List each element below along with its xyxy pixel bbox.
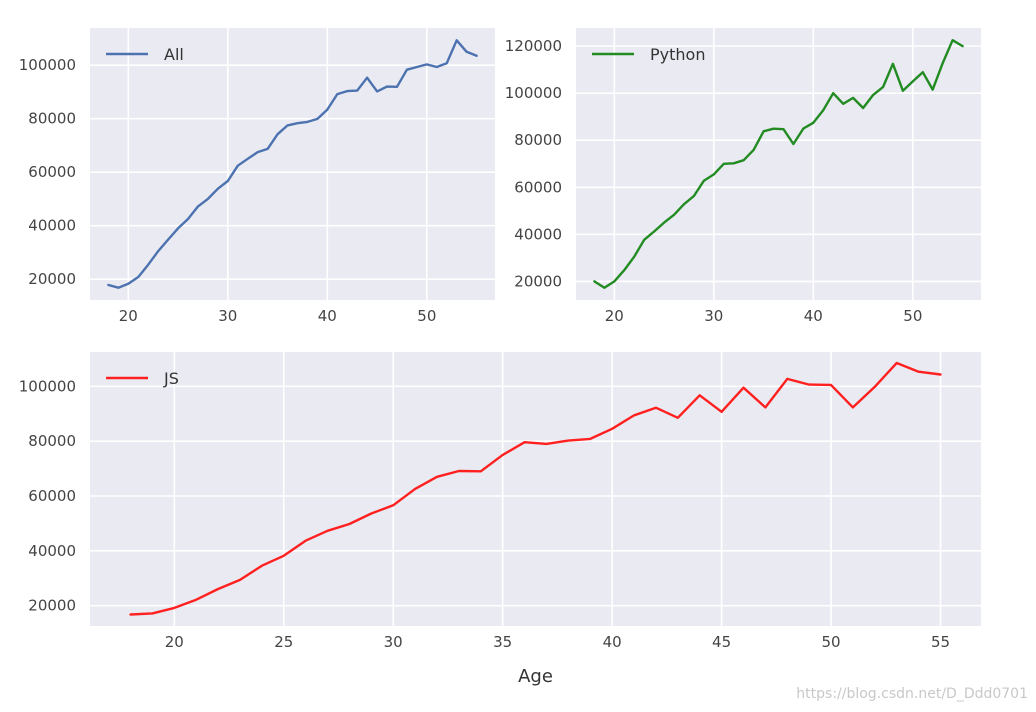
y-tick-label: 80000 xyxy=(28,110,76,128)
series-line-all xyxy=(107,39,478,289)
y-tick-label: 100000 xyxy=(19,377,76,395)
y-tick-label: 60000 xyxy=(28,163,76,181)
y-tick-label: 100000 xyxy=(19,56,76,74)
y-tick-label: 40000 xyxy=(28,217,76,235)
plot-area-js xyxy=(90,352,981,626)
y-tick-label: 80000 xyxy=(28,432,76,450)
chart-panel-all: 20 30 40 50 20000 40000 60000 80000 100000 All xyxy=(19,28,495,325)
y-tick-label: 20000 xyxy=(28,597,76,615)
x-tick-label: 20 xyxy=(119,307,138,325)
series-line-js xyxy=(129,361,942,616)
x-tick-label: 35 xyxy=(493,633,512,651)
x-tick-label: 20 xyxy=(605,307,624,325)
x-tick-label: 40 xyxy=(318,307,337,325)
x-tick-label: 50 xyxy=(903,307,922,325)
y-tick-label: 100000 xyxy=(505,84,562,102)
y-tick-label: 60000 xyxy=(514,178,562,196)
watermark-text: https://blog.csdn.net/D_Ddd0701 xyxy=(796,686,1028,702)
x-tick-label: 30 xyxy=(384,633,403,651)
x-tick-label: 30 xyxy=(218,307,237,325)
y-tick-label: 60000 xyxy=(28,487,76,505)
x-tick-label: 40 xyxy=(804,307,823,325)
plot-area-python xyxy=(576,28,981,300)
y-tick-label: 20000 xyxy=(28,270,76,288)
x-tick-label: 50 xyxy=(821,633,840,651)
legend-label-js: JS xyxy=(163,369,179,388)
x-tick-label: 50 xyxy=(417,307,436,325)
y-tick-label: 80000 xyxy=(514,131,562,149)
y-tick-label: 120000 xyxy=(505,37,562,55)
x-tick-label: 25 xyxy=(274,633,293,651)
x-tick-label: 30 xyxy=(704,307,723,325)
x-tick-label: 20 xyxy=(165,633,184,651)
y-tick-label: 40000 xyxy=(28,542,76,560)
chart-panel-python: 20 30 40 50 20000 40000 60000 80000 100000 120000… xyxy=(505,28,981,325)
legend-label-all: All xyxy=(164,45,184,64)
x-tick-label: 40 xyxy=(603,633,622,651)
chart-panel-js: 20 25 30 35 40 45 50 55 20000 40000 60000 80000 1000… xyxy=(19,352,981,687)
y-tick-label: 40000 xyxy=(514,225,562,243)
series-line-python xyxy=(593,39,964,289)
x-tick-label: 45 xyxy=(712,633,731,651)
x-axis-label: Age xyxy=(518,666,553,687)
plot-area-all xyxy=(90,28,495,300)
legend-label-python: Python xyxy=(650,45,705,64)
y-tick-label: 20000 xyxy=(514,272,562,290)
x-tick-label: 55 xyxy=(931,633,950,651)
